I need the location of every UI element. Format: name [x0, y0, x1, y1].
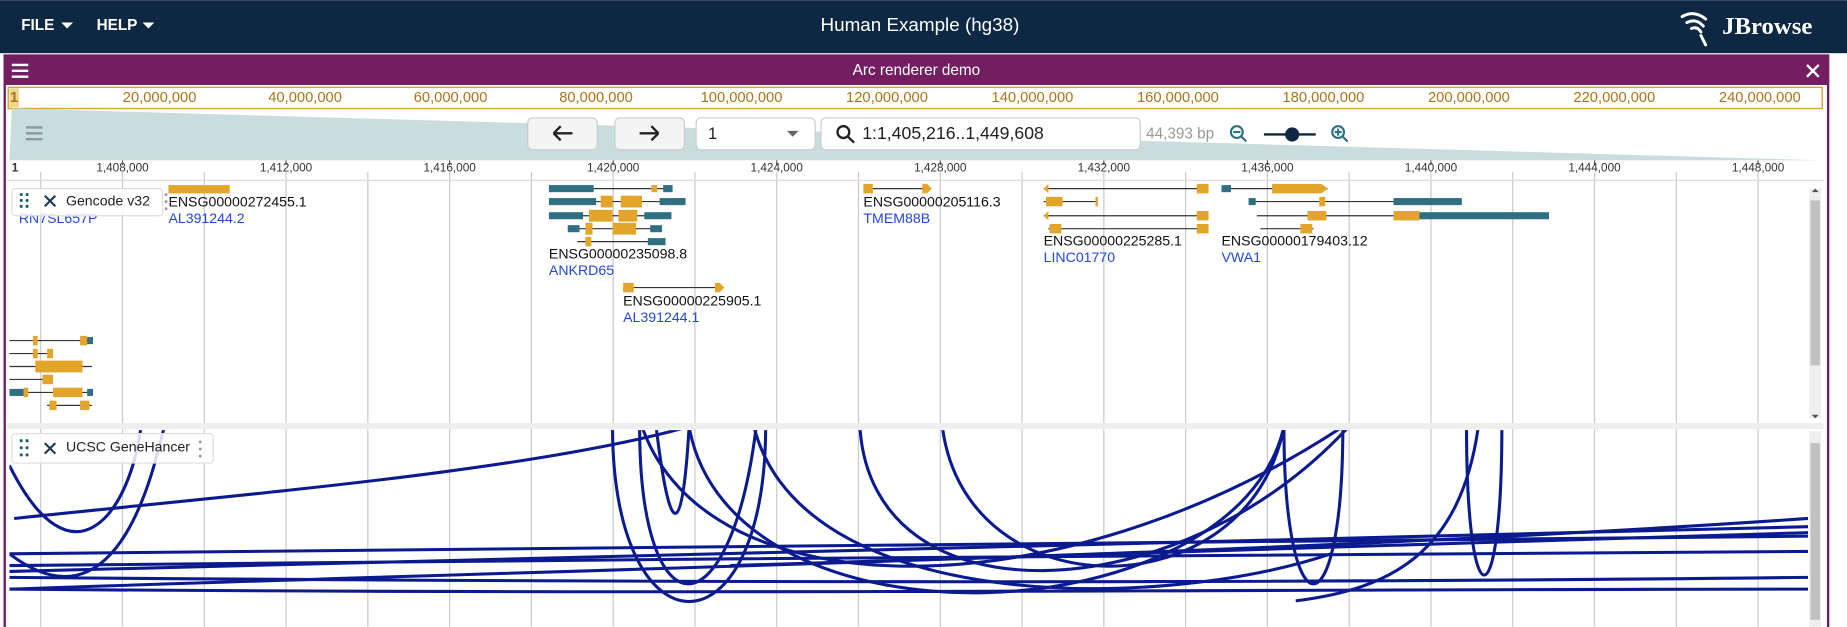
- close-track-button[interactable]: [44, 194, 57, 208]
- ruler-ref-label: 1: [12, 162, 19, 175]
- view-menu-button[interactable]: [11, 63, 29, 78]
- ruler-tick-label: 1,408,000: [96, 162, 149, 175]
- view-title: Arc renderer demo: [853, 62, 981, 79]
- ruler-tick-label: 1,432,000: [1078, 162, 1131, 175]
- ruler-tick-label: 1,444,000: [1568, 162, 1621, 175]
- scrollbar-thumb[interactable]: [1810, 443, 1820, 620]
- close-view-button[interactable]: [1806, 64, 1820, 78]
- view-header: [4, 55, 1829, 85]
- refname-value: 1: [708, 125, 717, 143]
- feature-id[interactable]: ENSG00000225905.1: [623, 292, 761, 308]
- overview-ref-label: 1: [10, 90, 18, 106]
- span-label: 44,393 bp: [1146, 126, 1214, 143]
- help-menu[interactable]: HELP: [97, 17, 155, 34]
- track-name: Gencode v32: [66, 192, 150, 208]
- feature-id[interactable]: ENSG00000235098.8: [549, 245, 687, 261]
- feature[interactable]: [168, 185, 230, 194]
- pan-left-button[interactable]: [527, 117, 598, 151]
- zoom-out-button[interactable]: [1229, 125, 1248, 143]
- ruler-tick-label: 1,440,000: [1405, 162, 1458, 175]
- menu-help[interactable]: HELP: [97, 17, 138, 34]
- overview-tick-label: 60,000,000: [414, 90, 488, 106]
- overview-tick-label: 240,000,000: [1719, 90, 1801, 106]
- overview-tick-label: 200,000,000: [1428, 90, 1510, 106]
- logo: JBrowse: [1680, 12, 1812, 47]
- file-menu[interactable]: FILE: [21, 17, 74, 34]
- app-bar: [0, 0, 1847, 54]
- track-divider[interactable]: [7, 423, 1824, 429]
- drag-handle[interactable]: [19, 192, 29, 208]
- ruler-tick-label: 1,448,000: [1732, 162, 1785, 175]
- refname-select[interactable]: 1: [695, 117, 816, 151]
- overview-tick-label: 80,000,000: [559, 90, 633, 106]
- track-name: UCSC GeneHancer: [66, 439, 190, 455]
- overview-tick-label: 40,000,000: [268, 90, 342, 106]
- menu-file[interactable]: FILE: [21, 17, 54, 34]
- overview-tick-label: 100,000,000: [701, 90, 783, 106]
- zoom-slider[interactable]: [1263, 127, 1316, 142]
- ruler-tick-label: 1,428,000: [914, 162, 967, 175]
- genehancer-arcs: [9, 430, 1809, 603]
- track-label: Gencode v32: [11, 188, 168, 217]
- overview-ticks: 20,000,000 40,000,000 60,000,000 80,000,000…: [123, 90, 1801, 106]
- feature-id[interactable]: ENSG00000205116.3: [863, 194, 1000, 210]
- feature-name[interactable]: LINC01770: [1044, 249, 1116, 265]
- scrollbar-thumb[interactable]: [1810, 200, 1820, 366]
- overview-highlight: [9, 88, 19, 108]
- feature[interactable]: [623, 282, 725, 293]
- ruler-tick-label: 1,416,000: [423, 162, 476, 175]
- feature-id[interactable]: ENSG00000272455.1: [168, 194, 306, 210]
- feature[interactable]: [9, 335, 94, 411]
- overview-bar[interactable]: [7, 86, 1823, 110]
- drag-handle[interactable]: [19, 439, 29, 457]
- ruler-tick-label: 1,424,000: [751, 162, 804, 175]
- feature-name[interactable]: ANKRD65: [549, 262, 614, 278]
- logo-text: JBrowse: [1722, 13, 1812, 40]
- zoom-in-button[interactable]: [1331, 125, 1349, 143]
- pan-right-button[interactable]: [614, 117, 685, 151]
- overview-tick-label: 160,000,000: [1137, 90, 1219, 106]
- close-track-button[interactable]: [44, 442, 57, 455]
- track-selector-button[interactable]: [25, 126, 43, 141]
- app-title: Human Example (hg38): [821, 14, 1020, 35]
- feature[interactable]: [863, 183, 932, 194]
- feature-name[interactable]: AL391244.2: [168, 210, 244, 226]
- gencode-features: RN7SL657P ENSG00000272455.1 AL391244.2 E…: [9, 183, 1549, 411]
- ruler-tick-label: 1,420,000: [587, 162, 640, 175]
- feature-name[interactable]: VWA1: [1222, 249, 1262, 265]
- overview-tick-label: 140,000,000: [992, 90, 1074, 106]
- ruler: [7, 160, 1824, 181]
- overview-tick-label: 120,000,000: [846, 90, 928, 106]
- track-label: UCSC GeneHancer: [11, 433, 214, 464]
- feature[interactable]: [1221, 183, 1549, 234]
- feature-id[interactable]: ENSG00000179403.12: [1222, 232, 1368, 248]
- ruler-ticks: 1,408,000 1,412,000 1,416,000 1,420,000 1,42…: [96, 160, 1785, 175]
- feature-id[interactable]: ENSG00000225285.1: [1044, 232, 1182, 248]
- feature-name[interactable]: TMEM88B: [863, 210, 930, 226]
- feature[interactable]: [1043, 183, 1209, 234]
- locus-value: 1:1,405,216..1,449,608: [862, 123, 1044, 143]
- overview-tick-label: 180,000,000: [1282, 90, 1364, 106]
- overview-tick-label: 20,000,000: [123, 90, 197, 106]
- overview-tick-label: 220,000,000: [1573, 90, 1655, 106]
- locus-search[interactable]: 1:1,405,216..1,449,608: [820, 117, 1141, 151]
- ruler-tick-label: 1,436,000: [1241, 162, 1294, 175]
- feature-name[interactable]: AL391244.1: [623, 309, 699, 325]
- feature[interactable]: [548, 185, 686, 247]
- ruler-tick-label: 1,412,000: [260, 162, 313, 175]
